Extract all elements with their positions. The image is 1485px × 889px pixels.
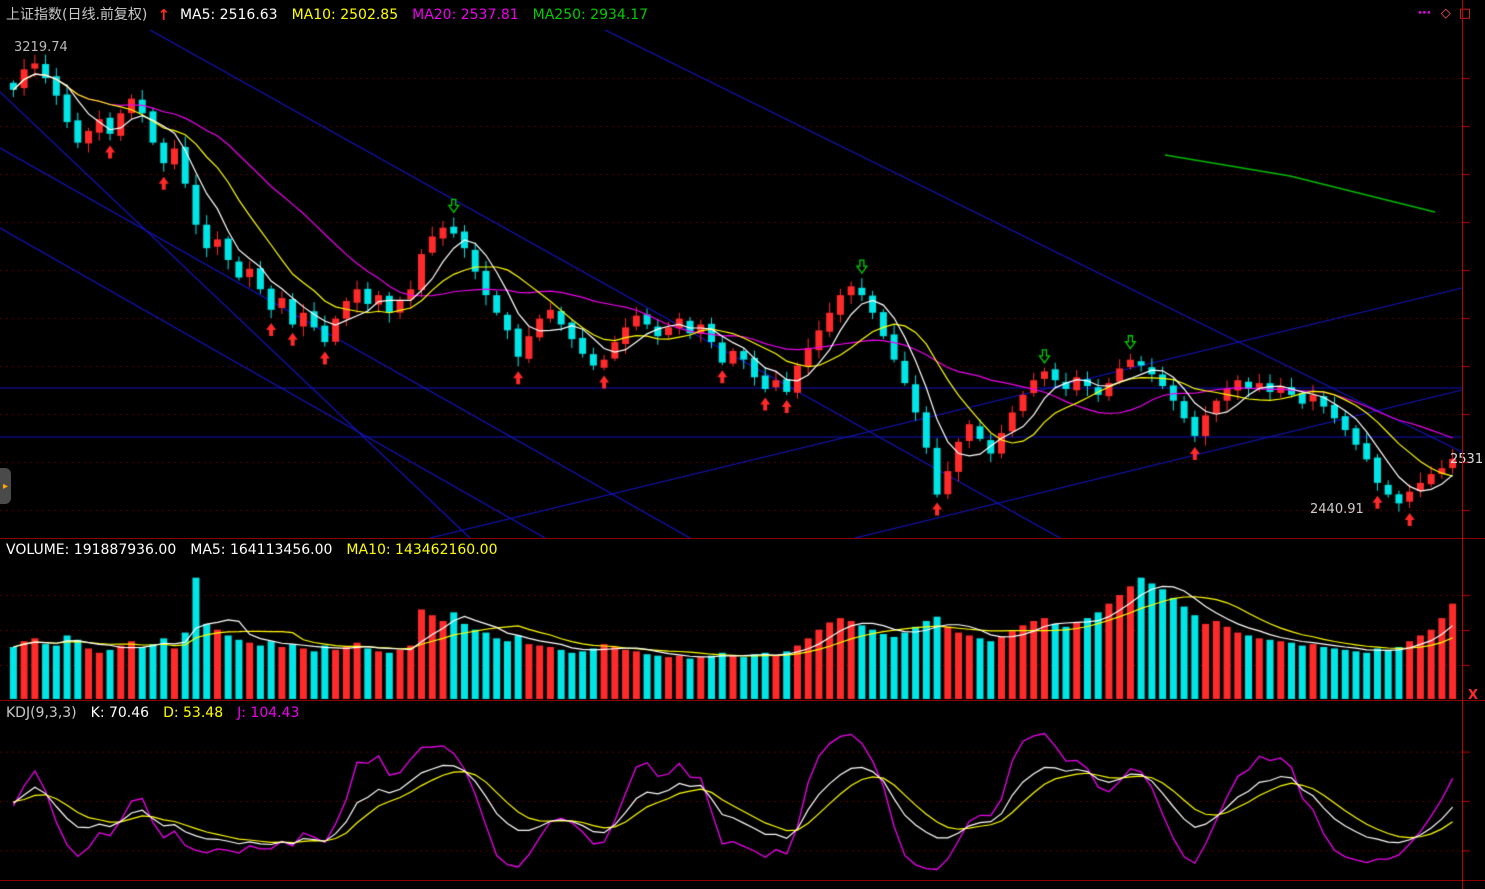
kdj-title: KDJ(9,3,3) xyxy=(6,705,77,721)
volume-ma5-label: MA5: 164113456.00 xyxy=(190,542,333,558)
chart-title: 上证指数(日线.前复权) xyxy=(6,7,148,23)
volume-header: VOLUME: 191887936.00 MA5: 164113456.00 M… xyxy=(6,541,497,559)
panel-separator xyxy=(0,700,1485,701)
kdj-k-label: K: 70.46 xyxy=(90,705,150,721)
last-price-label: 2531 xyxy=(1450,452,1484,467)
volume-label: VOLUME: 191887936.00 xyxy=(6,542,177,558)
chevron-right-icon: ▸ xyxy=(2,480,9,492)
volume-chart[interactable] xyxy=(0,560,1485,700)
ma10-label: MA10: 2502.85 xyxy=(291,7,399,23)
up-arrow-icon: ↑ xyxy=(157,6,170,24)
diamond-icon[interactable]: ◇ xyxy=(1440,6,1451,21)
kdj-d-label: D: 53.48 xyxy=(163,705,224,721)
volume-ma10-label: MA10: 143462160.00 xyxy=(346,542,498,558)
kdj-j-label: J: 104.43 xyxy=(237,705,300,721)
close-panel-x-icon[interactable]: X xyxy=(1468,688,1479,703)
kdj-chart[interactable] xyxy=(0,722,1485,880)
dots-icon[interactable]: ⋯ xyxy=(1417,6,1433,21)
high-price-label: 3219.74 xyxy=(14,40,68,55)
square-icon[interactable]: □ xyxy=(1458,6,1471,21)
ma20-label: MA20: 2537.81 xyxy=(412,7,519,23)
ma250-label: MA250: 2934.17 xyxy=(532,7,649,23)
sidebar-collapse-tab[interactable]: ▸ xyxy=(0,468,11,504)
ma5-label: MA5: 2516.63 xyxy=(179,7,278,23)
window-controls: ⋯ ◇ □ xyxy=(1418,6,1471,21)
low-price-label: 2440.91 xyxy=(1310,502,1364,517)
main-chart-header: 上证指数(日线.前复权) ↑ MA5: 2516.63 MA10: 2502.8… xyxy=(6,6,648,24)
price-axis-line xyxy=(1462,0,1463,889)
candlestick-chart[interactable] xyxy=(0,30,1485,538)
kdj-header: KDJ(9,3,3) K: 70.46 D: 53.48 J: 104.43 xyxy=(6,704,299,722)
panel-separator xyxy=(0,880,1485,881)
panel-separator xyxy=(0,538,1485,539)
